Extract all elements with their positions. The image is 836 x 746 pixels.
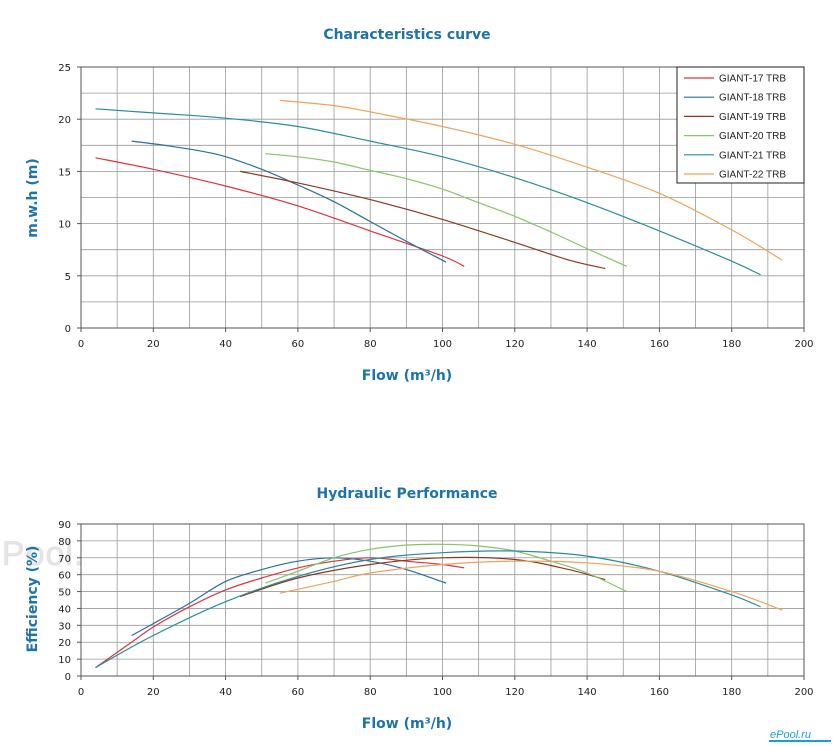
y-tick-label: 70	[58, 554, 71, 565]
x-tick-label: 60	[292, 687, 305, 698]
y-tick-label: 80	[58, 537, 71, 548]
x-tick-label: 140	[578, 687, 597, 698]
legend-label: GIANT-18 TRB	[719, 93, 786, 104]
legend-label: GIANT-17 TRB	[719, 74, 786, 85]
y-tick-label: 5	[65, 272, 71, 283]
series-line-giant-21-trb	[95, 108, 761, 276]
y-tick-label: 10	[58, 220, 71, 231]
x-tick-label: 120	[505, 687, 524, 698]
y-tick-label: 40	[58, 604, 71, 615]
chart2-ticks: 0 20 40 60 80 100 120 140 160 180 200 0 10 20 30 40 50 60…	[58, 520, 813, 698]
chart1-ticks: 0 20 40 60 80 100 120 140 160 180 200 0 5 10 15 20 25	[58, 63, 813, 350]
series-line-giant-20-trb	[265, 543, 628, 593]
series-line-giant-20-trb	[265, 153, 628, 267]
chart2-grid	[81, 523, 805, 676]
y-tick-label: 0	[65, 324, 71, 335]
series-line-giant-22-trb	[279, 99, 783, 261]
y-tick-label: 10	[58, 655, 71, 666]
legend-label: GIANT-20 TRB	[719, 131, 786, 142]
y-tick-label: 25	[58, 63, 71, 74]
x-tick-label: 200	[794, 339, 813, 350]
x-tick-label: 120	[505, 339, 524, 350]
x-tick-label: 180	[722, 687, 741, 698]
x-tick-label: 100	[433, 687, 452, 698]
chart2-series	[95, 543, 783, 669]
x-tick-label: 200	[794, 687, 813, 698]
chart1-x-axis-title: Flow (m³/h)	[362, 368, 452, 384]
y-tick-label: 50	[58, 588, 71, 599]
logo-text: ePool.ru	[770, 729, 811, 741]
legend-box	[676, 66, 805, 184]
x-tick-label: 60	[292, 339, 305, 350]
chart2-x-axis-title: Flow (m³/h)	[362, 716, 452, 732]
y-tick-label: 30	[58, 621, 71, 632]
y-tick-label: 60	[58, 571, 71, 582]
characteristics-chart: Characteristics curve 0 20 40 60 80 100 120 140…	[25, 27, 814, 384]
series-line-giant-18-trb	[131, 140, 447, 263]
x-tick-label: 160	[650, 339, 669, 350]
legend-label: GIANT-19 TRB	[719, 112, 786, 123]
chart1-series	[95, 99, 783, 276]
x-tick-label: 20	[147, 339, 160, 350]
series-line-giant-19-trb	[239, 556, 606, 598]
legend-label: GIANT-21 TRB	[719, 150, 786, 161]
x-tick-label: 40	[219, 339, 232, 350]
x-tick-label: 180	[722, 339, 741, 350]
series-line-giant-21-trb	[95, 550, 761, 669]
y-tick-label: 90	[58, 520, 71, 531]
chart2-title: Hydraulic Performance	[316, 486, 497, 502]
x-tick-label: 0	[78, 687, 84, 698]
epool-logo: ePool.ru	[769, 729, 831, 742]
legend-label: GIANT-22 TRB	[719, 170, 786, 181]
x-tick-label: 80	[364, 687, 377, 698]
series-line-giant-19-trb	[239, 170, 606, 270]
series-line-giant-18-trb	[131, 557, 447, 637]
series-line-giant-22-trb	[279, 560, 783, 611]
y-tick-label: 0	[65, 672, 71, 683]
y-tick-label: 15	[58, 167, 71, 178]
x-tick-label: 140	[578, 339, 597, 350]
chart1-title: Characteristics curve	[323, 27, 490, 43]
hydraulic-performance-chart: Hydraulic Performance 0 20 40 60 80 100 120 140…	[25, 486, 814, 732]
chart2-y-axis-title: Efficiency (%)	[25, 546, 41, 653]
x-tick-label: 40	[219, 687, 232, 698]
x-tick-label: 20	[147, 687, 160, 698]
logo-underline	[769, 740, 831, 742]
x-tick-label: 160	[650, 687, 669, 698]
chart1-y-axis-title: m.w.h (m)	[25, 158, 41, 238]
series-line-giant-17-trb	[95, 157, 465, 267]
chart1-legend: GIANT-17 TRB GIANT-18 TRB GIANT-19 TRB GIAN…	[676, 66, 805, 184]
x-tick-label: 80	[364, 339, 377, 350]
y-tick-label: 20	[58, 638, 71, 649]
series-line-giant-17-trb	[95, 557, 465, 669]
x-tick-label: 0	[78, 339, 84, 350]
y-tick-label: 20	[58, 115, 71, 126]
x-tick-label: 100	[433, 339, 452, 350]
